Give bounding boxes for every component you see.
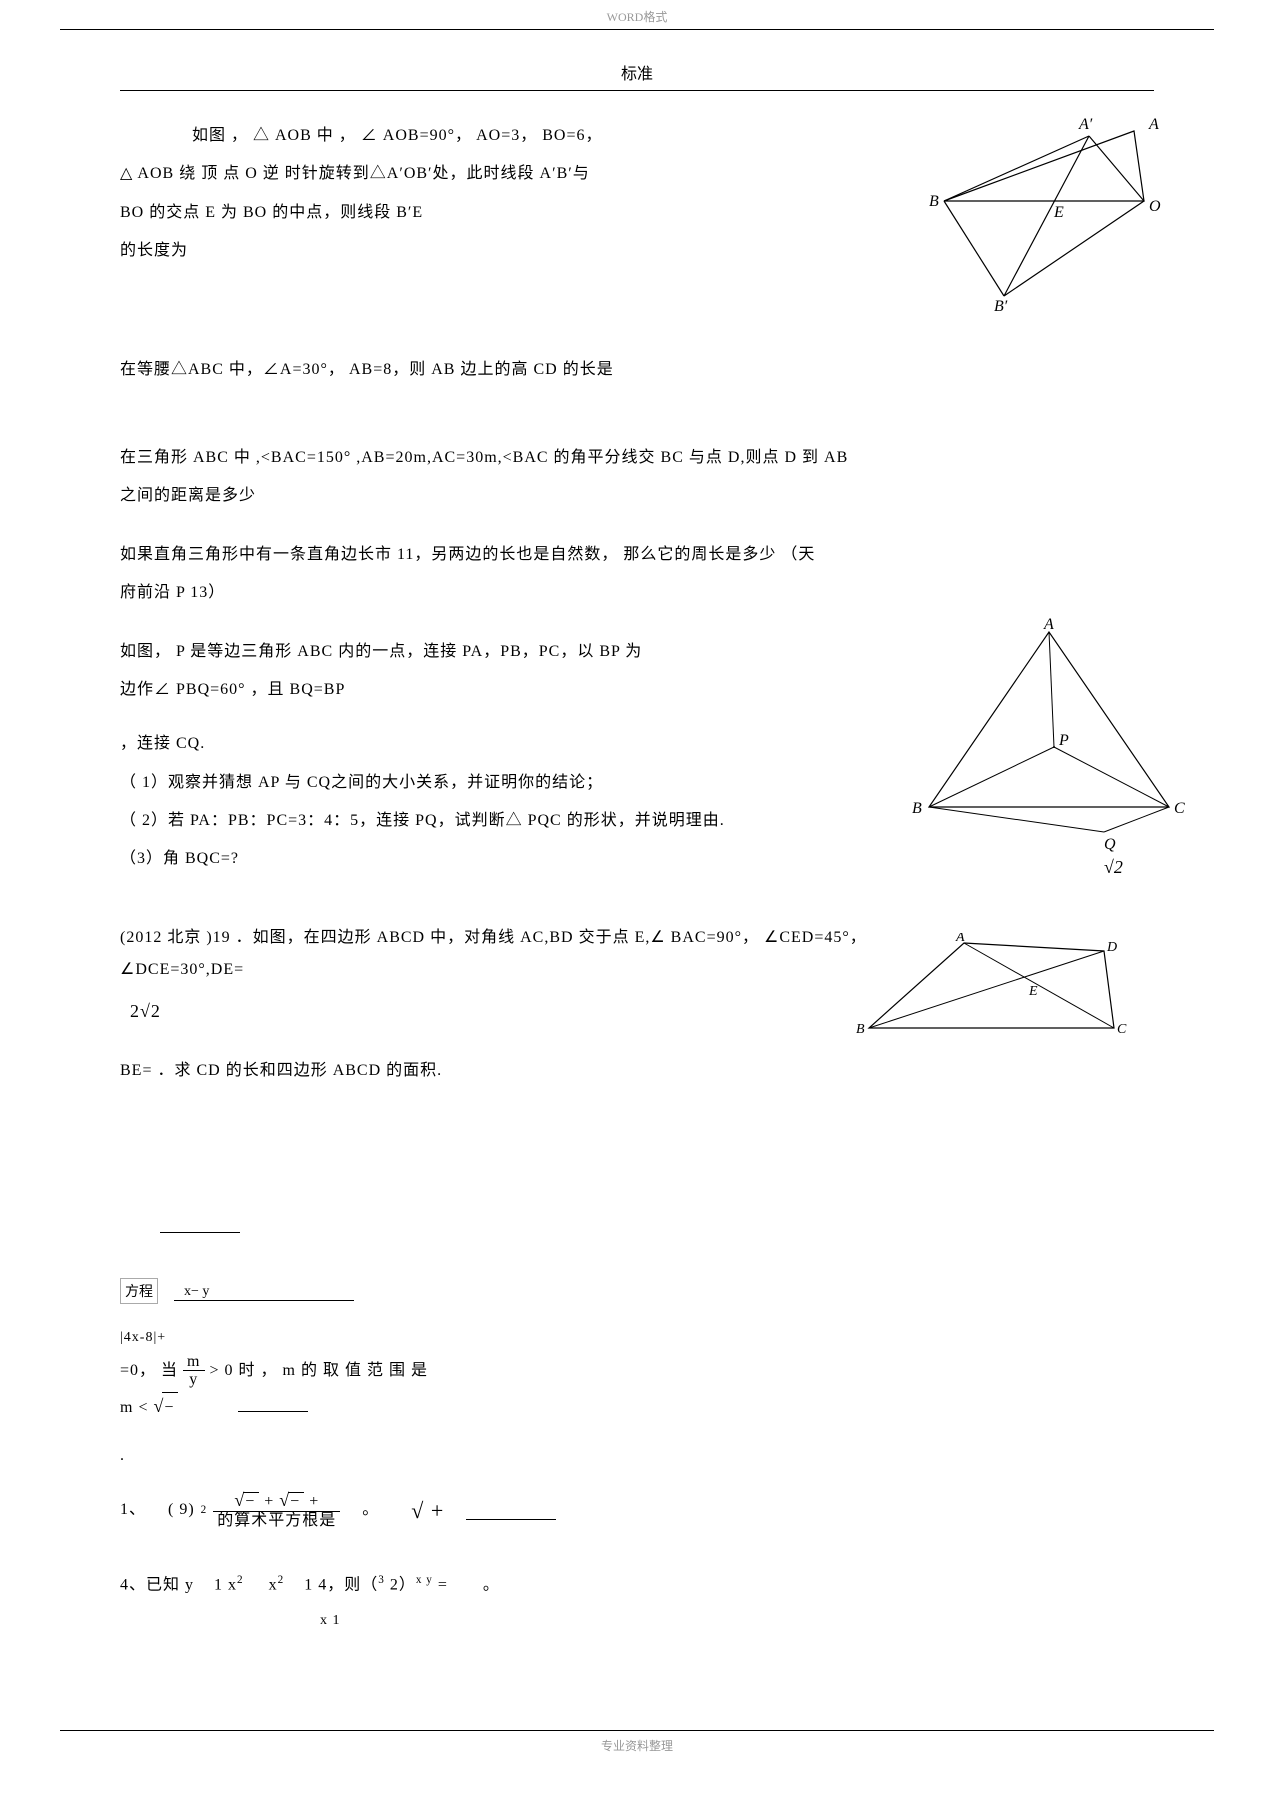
question-6: (2012 北京 )19 ．如图，在四边形 ABCD 中，对角线 AC,BD 交… xyxy=(120,923,1154,1086)
q6-figure: A D C B E xyxy=(854,933,1134,1048)
q5-line5: （ 2）若 PA：PB：PC=3：4：5，连接 PQ，试判断△ PQC 的形状，… xyxy=(120,806,740,836)
svg-text:A: A xyxy=(955,933,965,945)
m-over-y-frac: m y xyxy=(183,1353,204,1389)
q3-line1: 在三角形 ABC 中 ,<BAC=150° ,AB=20m,AC=30m,<BA… xyxy=(120,443,1154,473)
page-header: WORD格式 xyxy=(60,0,1214,30)
q5-figure: A B C P Q √2 xyxy=(904,617,1194,882)
question-2: 在等腰△ABC 中，∠A=30°， AB=8，则 AB 边上的高 CD 的长是 xyxy=(120,355,1154,385)
svg-text:E: E xyxy=(1053,204,1064,221)
eq-q1-row: 1、 ( 9)2 √− + √− + 的算术平方根是 。 √ + xyxy=(120,1490,1154,1532)
big-sqrt: √ + xyxy=(411,1490,444,1532)
q3-line2: 之间的距离是多少 xyxy=(120,481,1154,511)
page-title: 标准 xyxy=(120,60,1154,91)
q4-num: 4、已知 y xyxy=(120,1576,194,1593)
q4-p6: = xyxy=(438,1576,448,1593)
q1-line2: △ AOB 绕 顶 点 O 逆 时针旋转到△A′OB′处，此时线段 A′B′与 xyxy=(120,159,680,189)
svg-text:A′: A′ xyxy=(1078,116,1093,133)
dang: 当 xyxy=(161,1362,178,1379)
svg-text:B: B xyxy=(856,1022,865,1037)
xy-expr: x− y xyxy=(174,1284,209,1299)
page-footer: 专业资料整理 xyxy=(60,1730,1214,1754)
frac-den: y xyxy=(183,1371,204,1389)
q5-line6: （3）角 BQC=? xyxy=(120,844,740,874)
q1-line3: BO 的交点 E 为 BO 的中点，则线段 B′E xyxy=(120,198,680,228)
q1-line4: 的长度为 xyxy=(120,236,680,266)
q1-num: 1、 xyxy=(120,1495,146,1525)
eq-fangcheng-row: 方程 x− y xyxy=(120,1278,1154,1304)
svg-text:B: B xyxy=(912,800,922,817)
q5-line2: 边作∠ PBQ=60° ，且 BQ=BP xyxy=(120,675,740,705)
question-4: 如果直角三角形中有一条直角边长市 11，另两边的长也是自然数， 那么它的周长是多… xyxy=(120,540,1154,609)
m-lt: m < xyxy=(120,1399,148,1416)
period: 。 xyxy=(362,1495,379,1525)
footer-label: 专业资料整理 xyxy=(601,1739,673,1753)
eq-abs-row: |4x-8|+ =0， 当 m y > 0 时 ， m 的 取 值 范 围 是 … xyxy=(120,1322,1154,1423)
question-1: 如图 ， △ AOB 中 ， ∠ AOB=90°， AO=3， BO=6， △ … xyxy=(120,121,1154,267)
fangcheng-label: 方程 xyxy=(120,1278,158,1304)
eq-q4-row: 4、已知 y 1 x2 x2 1 4，则（3 2）x y = 。 xyxy=(120,1570,1154,1601)
svg-text:D: D xyxy=(1106,940,1117,955)
q1-line1: 如图 ， △ AOB 中 ， ∠ AOB=90°， AO=3， BO=6， xyxy=(120,121,680,151)
q4-line1: 如果直角三角形中有一条直角边长市 11，另两边的长也是自然数， 那么它的周长是多… xyxy=(120,540,1154,570)
svg-text:B: B xyxy=(929,193,939,210)
svg-text:P: P xyxy=(1058,732,1069,749)
page-content: 标准 如图 ， △ AOB 中 ， ∠ AOB=90°， AO=3， BO=6，… xyxy=(0,30,1274,1730)
q1-figure: A A′ B B′ E O xyxy=(924,111,1184,316)
blank-3 xyxy=(466,1501,556,1520)
blank-1 xyxy=(160,1214,240,1233)
abs-expr: |4x-8|+ xyxy=(120,1330,166,1345)
svg-text:C: C xyxy=(1174,800,1185,817)
q4-p4: 1 4，则（ xyxy=(304,1576,378,1593)
question-5: 如图， P 是等边三角形 ABC 内的一点，连接 PA，PB，PC，以 BP 为… xyxy=(120,637,1154,875)
svg-text:√2: √2 xyxy=(1104,857,1123,877)
gt0: > 0 时 ， m 的 取 值 范 围 是 xyxy=(210,1362,428,1379)
question-3: 在三角形 ABC 中 ,<BAC=150° ,AB=20m,AC=30m,<BA… xyxy=(120,443,1154,512)
svg-text:A: A xyxy=(1043,617,1054,633)
blank-2 xyxy=(238,1393,308,1412)
q5-line3: ，连接 CQ. xyxy=(120,729,740,759)
format-label: WORD格式 xyxy=(607,10,668,24)
svg-text:Q: Q xyxy=(1104,836,1116,853)
svg-text:B′: B′ xyxy=(994,298,1008,311)
frac-den2: 的算术平方根是 xyxy=(213,1512,340,1530)
equation-section: 方程 x− y |4x-8|+ =0， 当 m y > 0 时 ， m 的 取 … xyxy=(120,1214,1154,1635)
svg-text:A: A xyxy=(1148,116,1159,133)
q4-line2: 府前沿 P 13） xyxy=(120,578,1154,608)
q5-line4: （ 1）观察并猜想 AP 与 CQ之间的大小关系，并证明你的结论； xyxy=(120,768,740,798)
eqzero: =0， xyxy=(120,1362,156,1379)
q5-line1: 如图， P 是等边三角形 ABC 内的一点，连接 PA，PB，PC，以 BP 为 xyxy=(120,637,740,667)
frac-num: m xyxy=(183,1353,204,1372)
q4-p7: 。 xyxy=(483,1576,500,1593)
svg-text:O: O xyxy=(1149,198,1161,215)
q4-p3: x xyxy=(269,1576,278,1593)
q6-line4: BE= ．求 CD 的长和四边形 ABCD 的面积. xyxy=(120,1056,1100,1086)
q4-den-row: x 1 xyxy=(120,1608,1154,1635)
svg-text:C: C xyxy=(1117,1022,1127,1037)
q2-text: 在等腰△ABC 中，∠A=30°， AB=8，则 AB 边上的高 CD 的长是 xyxy=(120,355,1154,385)
q4-p2: 1 x xyxy=(214,1576,237,1593)
sqrt-minus: − xyxy=(162,1392,178,1423)
svg-text:E: E xyxy=(1028,984,1038,999)
eq-dot: . xyxy=(120,1441,1154,1471)
nine-sq: ( 9) xyxy=(168,1495,195,1525)
big-frac: √− + √− + 的算术平方根是 xyxy=(213,1491,340,1529)
